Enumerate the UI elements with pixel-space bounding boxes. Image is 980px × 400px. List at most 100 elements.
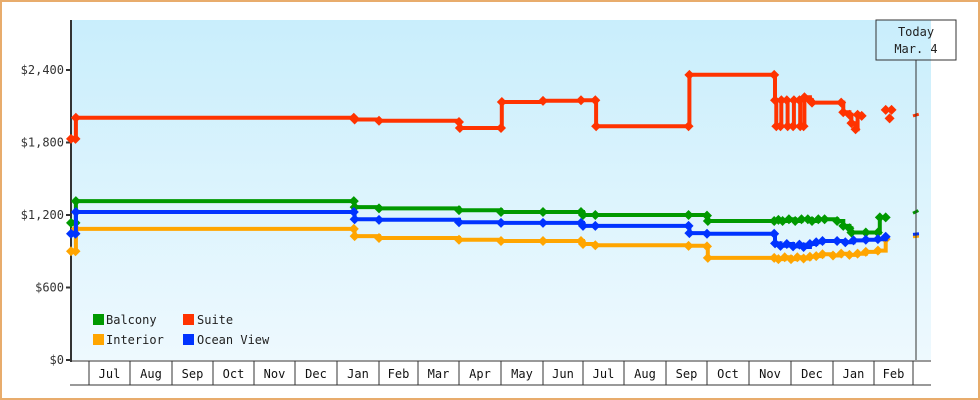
data-point[interactable] <box>454 234 464 245</box>
data-point[interactable] <box>348 196 359 207</box>
data-point[interactable] <box>769 69 780 80</box>
data-point[interactable] <box>828 250 838 261</box>
data-point[interactable] <box>770 95 781 106</box>
data-point[interactable] <box>860 246 871 257</box>
data-point[interactable] <box>702 216 713 227</box>
data-point[interactable] <box>848 235 859 246</box>
data-point[interactable] <box>813 214 824 225</box>
data-point[interactable] <box>538 206 548 217</box>
data-point[interactable] <box>798 121 809 132</box>
data-point[interactable] <box>374 214 384 225</box>
data-point[interactable] <box>496 235 506 246</box>
data-point[interactable] <box>454 116 464 127</box>
data-point[interactable] <box>496 206 506 217</box>
data-point[interactable] <box>683 210 694 220</box>
data-point[interactable] <box>872 234 883 245</box>
data-point[interactable] <box>349 214 360 225</box>
data-point[interactable] <box>683 121 694 132</box>
data-point[interactable] <box>374 115 384 126</box>
data-point[interactable] <box>832 216 843 227</box>
data-point[interactable] <box>70 196 81 207</box>
data-point[interactable] <box>702 252 713 263</box>
data-point[interactable] <box>578 210 588 220</box>
data-point[interactable] <box>792 252 803 263</box>
data-point[interactable] <box>538 95 548 106</box>
data-point[interactable] <box>590 95 601 106</box>
data-point[interactable] <box>684 228 695 239</box>
data-point[interactable] <box>590 220 601 231</box>
data-point[interactable] <box>702 228 712 239</box>
data-point[interactable] <box>844 249 855 260</box>
data-point[interactable] <box>702 241 712 252</box>
data-point[interactable] <box>844 109 855 120</box>
data-point[interactable] <box>496 97 507 108</box>
data-point[interactable] <box>819 214 830 225</box>
data-point[interactable] <box>578 220 588 231</box>
data-point[interactable] <box>817 235 828 246</box>
data-point[interactable] <box>832 235 843 246</box>
data-point[interactable] <box>775 121 786 132</box>
data-point[interactable] <box>886 104 897 115</box>
data-point[interactable] <box>348 223 359 234</box>
data-point[interactable] <box>846 227 857 238</box>
data-point[interactable] <box>852 248 863 259</box>
data-point[interactable] <box>840 237 851 248</box>
data-point[interactable] <box>807 97 817 108</box>
data-point[interactable] <box>856 110 867 121</box>
data-point[interactable] <box>880 104 891 115</box>
data-point[interactable] <box>788 95 799 106</box>
data-point[interactable] <box>683 220 694 231</box>
data-point[interactable] <box>70 228 81 239</box>
data-point[interactable] <box>817 249 828 260</box>
data-point[interactable] <box>872 245 883 256</box>
data-point[interactable] <box>578 239 588 249</box>
data-point[interactable] <box>836 97 847 108</box>
data-point[interactable] <box>796 214 807 225</box>
data-point[interactable] <box>590 210 601 220</box>
data-point[interactable] <box>684 69 695 80</box>
data-point[interactable] <box>683 240 694 251</box>
data-point[interactable] <box>454 205 464 216</box>
data-point[interactable] <box>782 121 793 132</box>
data-point[interactable] <box>454 123 465 133</box>
data-point[interactable] <box>590 240 601 251</box>
data-point[interactable] <box>884 113 895 124</box>
data-point[interactable] <box>850 124 861 135</box>
data-point[interactable] <box>538 217 548 228</box>
data-point[interactable] <box>846 118 857 129</box>
data-point[interactable] <box>454 217 464 228</box>
data-point[interactable] <box>591 121 602 132</box>
data-point[interactable] <box>70 246 81 257</box>
data-point[interactable] <box>496 217 506 228</box>
data-point[interactable] <box>872 227 883 238</box>
data-point[interactable] <box>860 234 871 245</box>
data-point[interactable] <box>769 228 780 239</box>
data-point[interactable] <box>374 203 384 214</box>
data-point[interactable] <box>349 114 360 125</box>
legend-item-interior[interactable]: Interior <box>93 333 164 347</box>
data-point[interactable] <box>811 251 822 262</box>
data-point[interactable] <box>348 206 359 217</box>
legend-item-balcony[interactable]: Balcony <box>93 313 157 327</box>
data-point[interactable] <box>804 251 815 262</box>
data-point[interactable] <box>860 227 871 238</box>
data-point[interactable] <box>811 237 822 248</box>
data-point[interactable] <box>776 95 787 106</box>
data-point[interactable] <box>70 133 81 144</box>
data-point[interactable] <box>781 95 792 106</box>
data-point[interactable] <box>836 248 847 259</box>
data-point[interactable] <box>70 206 81 217</box>
data-point[interactable] <box>880 212 891 223</box>
data-point[interactable] <box>788 121 799 132</box>
data-point[interactable] <box>880 231 891 242</box>
data-point[interactable] <box>576 95 586 106</box>
data-point[interactable] <box>538 235 548 246</box>
data-point[interactable] <box>874 212 885 223</box>
data-point[interactable] <box>374 232 384 243</box>
data-point[interactable] <box>496 123 506 133</box>
data-point[interactable] <box>349 231 360 242</box>
data-point[interactable] <box>773 254 784 265</box>
data-point[interactable] <box>786 254 796 265</box>
data-point[interactable] <box>70 112 81 123</box>
legend-item-suite[interactable]: Suite <box>183 313 233 327</box>
